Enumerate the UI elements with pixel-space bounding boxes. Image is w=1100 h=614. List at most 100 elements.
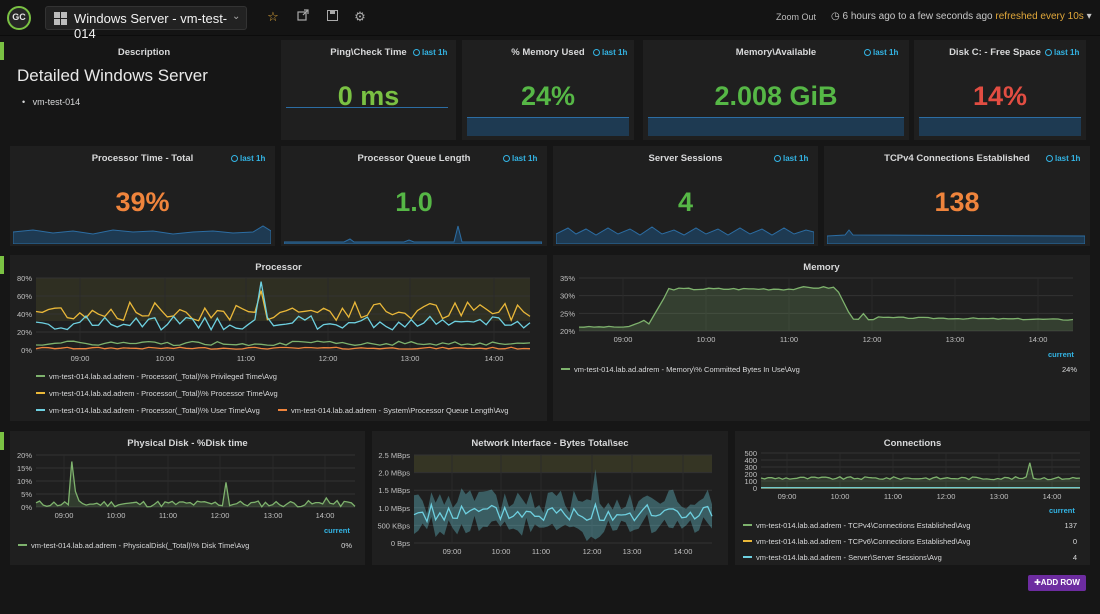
x-tick-label: 09:00 [55,511,74,520]
processor-chart[interactable]: 80% 60% 40% 20% 0% 09:00 10:00 11:00 12:00 13:00 1… [10,273,547,381]
panel-title: TCPv4 Connections Established [884,153,1030,164]
stat-value: 14% [972,81,1028,111]
panel-title: Physical Disk - %Disk time [127,438,248,449]
gear-icon[interactable]: ⚙ [354,9,366,24]
stat-panel-disk-free: Disk C: - Free Space last 1h 14% [914,40,1086,140]
share-icon[interactable] [295,9,311,25]
series-processor-time [35,290,531,322]
dashboard-picker[interactable]: Windows Server - vm-test-014 ⌄ [45,6,247,41]
legend-item[interactable]: vm-test-014.lab.ad.adrem - Processor(_To… [36,389,278,398]
y-tick-label: 20% [17,328,32,337]
time-override-badge: last 1h [1046,154,1080,163]
stat-panel-processor-time: Processor Time - Total last 1h 39% [10,146,275,246]
legend-item[interactable]: vm-test-014.lab.ad.adrem - TCPv6\Connect… [743,537,970,546]
row-marker[interactable] [0,256,4,274]
clock-icon: ◷ [831,11,840,22]
legend-item[interactable]: vm-test-014.lab.ad.adrem - TCPv4\Connect… [743,521,970,530]
x-tick-label: 11:00 [532,547,550,556]
stat-value: 0 ms [337,81,400,111]
y-tick-label: 30% [560,292,575,301]
sparkline [827,229,1085,244]
top-navbar: GC Windows Server - vm-test-014 ⌄ ☆ ⚙ Zo… [0,0,1100,41]
series-tcpv4 [760,462,1081,481]
legend-item[interactable]: vm-test-014.lab.ad.adrem - Processor(_To… [36,372,277,381]
memory-chart[interactable]: 35% 30% 25% 20% 09:00 10:00 11:00 12:00 13:00 14:… [553,273,1090,353]
sparkline [919,117,1081,136]
legend-item[interactable]: vm-test-014.lab.ad.adrem - Processor(_To… [36,406,260,415]
legend-item[interactable]: vm-test-014.lab.ad.adrem - Memory\% Comm… [561,365,800,374]
stat-panel-memory-available: Memory\Available last 1h 2.008 GiB [643,40,909,140]
x-tick-label: 13:00 [264,511,283,520]
sparkline [648,117,904,136]
panel-title: Description [117,47,171,58]
panel-title: Connections [883,438,942,449]
description-heading: Detailed Windows Server [17,66,208,85]
y-tick-label: 15% [17,464,32,473]
y-tick-label: 35% [560,274,575,283]
y-tick-label: 25% [560,309,575,318]
legend-current-header: current [1048,350,1074,359]
legend-item[interactable]: vm-test-014.lab.ad.adrem - System\Proces… [278,406,508,415]
x-tick-label: 10:00 [492,547,511,556]
sparkline [286,107,448,108]
x-tick-label: 14:00 [1043,492,1062,501]
plus-icon: ✚ [1034,578,1041,587]
y-tick-label: 0 [753,484,757,493]
series-user-time [35,281,531,332]
stat-value: 2.008 GiB [714,81,838,111]
x-tick-label: 14:00 [674,547,693,556]
y-tick-label: 500 [744,449,757,458]
star-icon[interactable]: ☆ [267,9,279,24]
y-tick-label: 80% [17,274,32,283]
legend-item[interactable]: vm-test-014.lab.ad.adrem - Server\Server… [743,553,942,562]
x-tick-label: 13:00 [990,492,1009,501]
y-tick-label: 500 KBps [377,521,410,530]
stat-value: 138 [934,187,980,217]
refresh-interval: refreshed every 10s [995,11,1084,22]
x-tick-label: 14:00 [485,354,504,363]
row-marker[interactable] [0,42,4,60]
stat-panel-ping: Ping\Check Time last 1h 0 ms [281,40,456,140]
stat-panel-tcp-connections: TCPv4 Connections Established last 1h 13… [824,146,1090,246]
save-icon[interactable] [324,9,340,25]
row-marker[interactable] [0,432,4,450]
x-tick-label: 14:00 [316,511,335,520]
x-tick-label: 09:00 [443,547,462,556]
stat-panel-server-sessions: Server Sessions last 1h 4 [553,146,818,246]
x-tick-label: 13:00 [401,354,420,363]
panel-title: Ping\Check Time [330,47,407,58]
time-picker[interactable]: ◷ 6 hours ago to a few seconds ago refre… [831,11,1092,22]
caret-down-icon: ▾ [1086,11,1092,22]
series-committed-bytes [578,286,1074,328]
threshold-band [414,455,712,472]
chevron-down-icon: ⌄ [232,11,241,22]
stat-panel-queue-length: Processor Queue Length last 1h 1.0 [281,146,547,246]
zoom-out-button[interactable]: Zoom Out [776,12,817,22]
series-privileged-time [35,340,531,347]
y-tick-label: 1.5 MBps [378,486,410,495]
stat-value: 24% [520,81,576,111]
processor-graph-panel: Processor 80% 60% 40% 20% 0% 09:00 10:00 11:00 1… [10,255,547,421]
network-chart[interactable]: 2.5 MBps 2.0 MBps 1.5 MBps 1.0 MBps 500 KBps… [372,448,728,565]
x-tick-label: 09:00 [71,354,90,363]
panel-title: Processor [255,262,302,273]
legend-item[interactable]: vm-test-014.lab.ad.adrem - PhysicalDisk(… [18,541,249,550]
x-tick-label: 12:00 [937,492,956,501]
y-tick-label: 300 [744,463,757,472]
x-tick-label: 12:00 [583,547,602,556]
app-logo[interactable]: GC [7,6,31,30]
series-queue-length [35,346,531,350]
x-tick-label: 10:00 [156,354,175,363]
x-tick-label: 10:00 [831,492,850,501]
add-row-button[interactable]: ✚ADD ROW [1028,575,1086,591]
time-override-badge: last 1h [413,48,447,57]
x-tick-label: 11:00 [780,335,798,344]
time-override-badge: last 1h [774,154,808,163]
panel-title: Processor Time - Total [91,153,194,164]
y-tick-label: 0 Bps [391,539,410,548]
y-tick-label: 2.0 MBps [378,469,410,478]
x-tick-label: 12:00 [211,511,230,520]
disk-chart[interactable]: 20% 15% 10% 5% 0% 09:00 10:00 11:00 12:00 13:00 14… [10,448,365,526]
panel-title: Disk C: - Free Space [949,47,1041,58]
